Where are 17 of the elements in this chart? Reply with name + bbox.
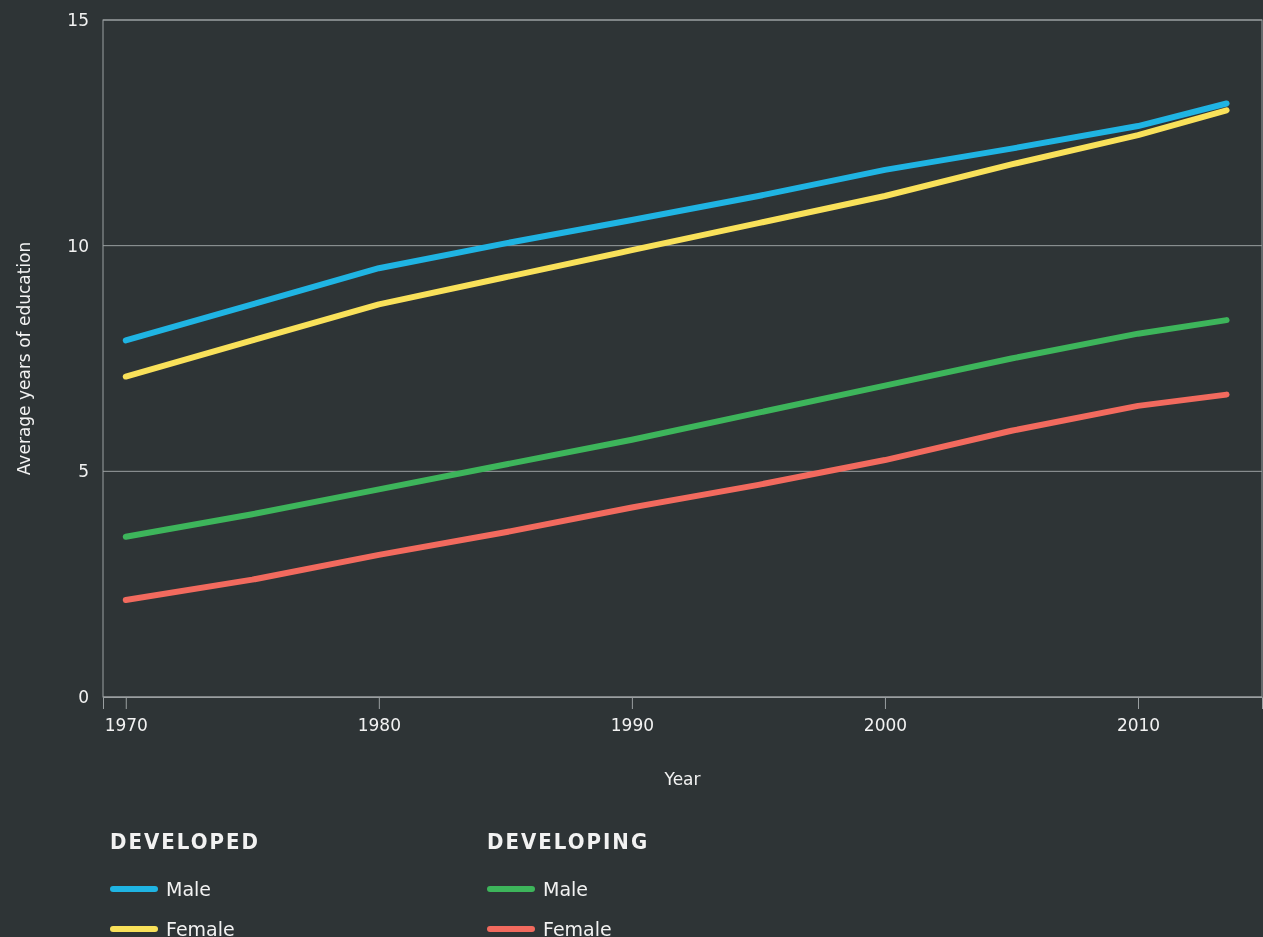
- x-axis-title: Year: [663, 769, 701, 789]
- x-tick-label: 1990: [610, 715, 655, 736]
- legend-label: Female: [543, 917, 612, 937]
- x-tick-label: 2010: [1116, 715, 1161, 736]
- y-tick-label: 5: [78, 461, 89, 482]
- y-tick-label: 10: [67, 235, 89, 256]
- legend-label: Male: [166, 877, 212, 900]
- legend-label: Female: [166, 917, 235, 937]
- text: DEVELOPING: [487, 829, 650, 854]
- text: DEVELOPED: [110, 829, 260, 854]
- x-tick-label: 2000: [863, 715, 908, 736]
- y-tick-label: 0: [78, 686, 89, 707]
- y-tick-label: 15: [67, 9, 89, 30]
- legend-label: Male: [543, 877, 589, 900]
- x-tick-label: 1970: [104, 715, 148, 736]
- x-tick-label: 1980: [357, 715, 401, 736]
- y-axis-title: Average years of education: [14, 241, 34, 476]
